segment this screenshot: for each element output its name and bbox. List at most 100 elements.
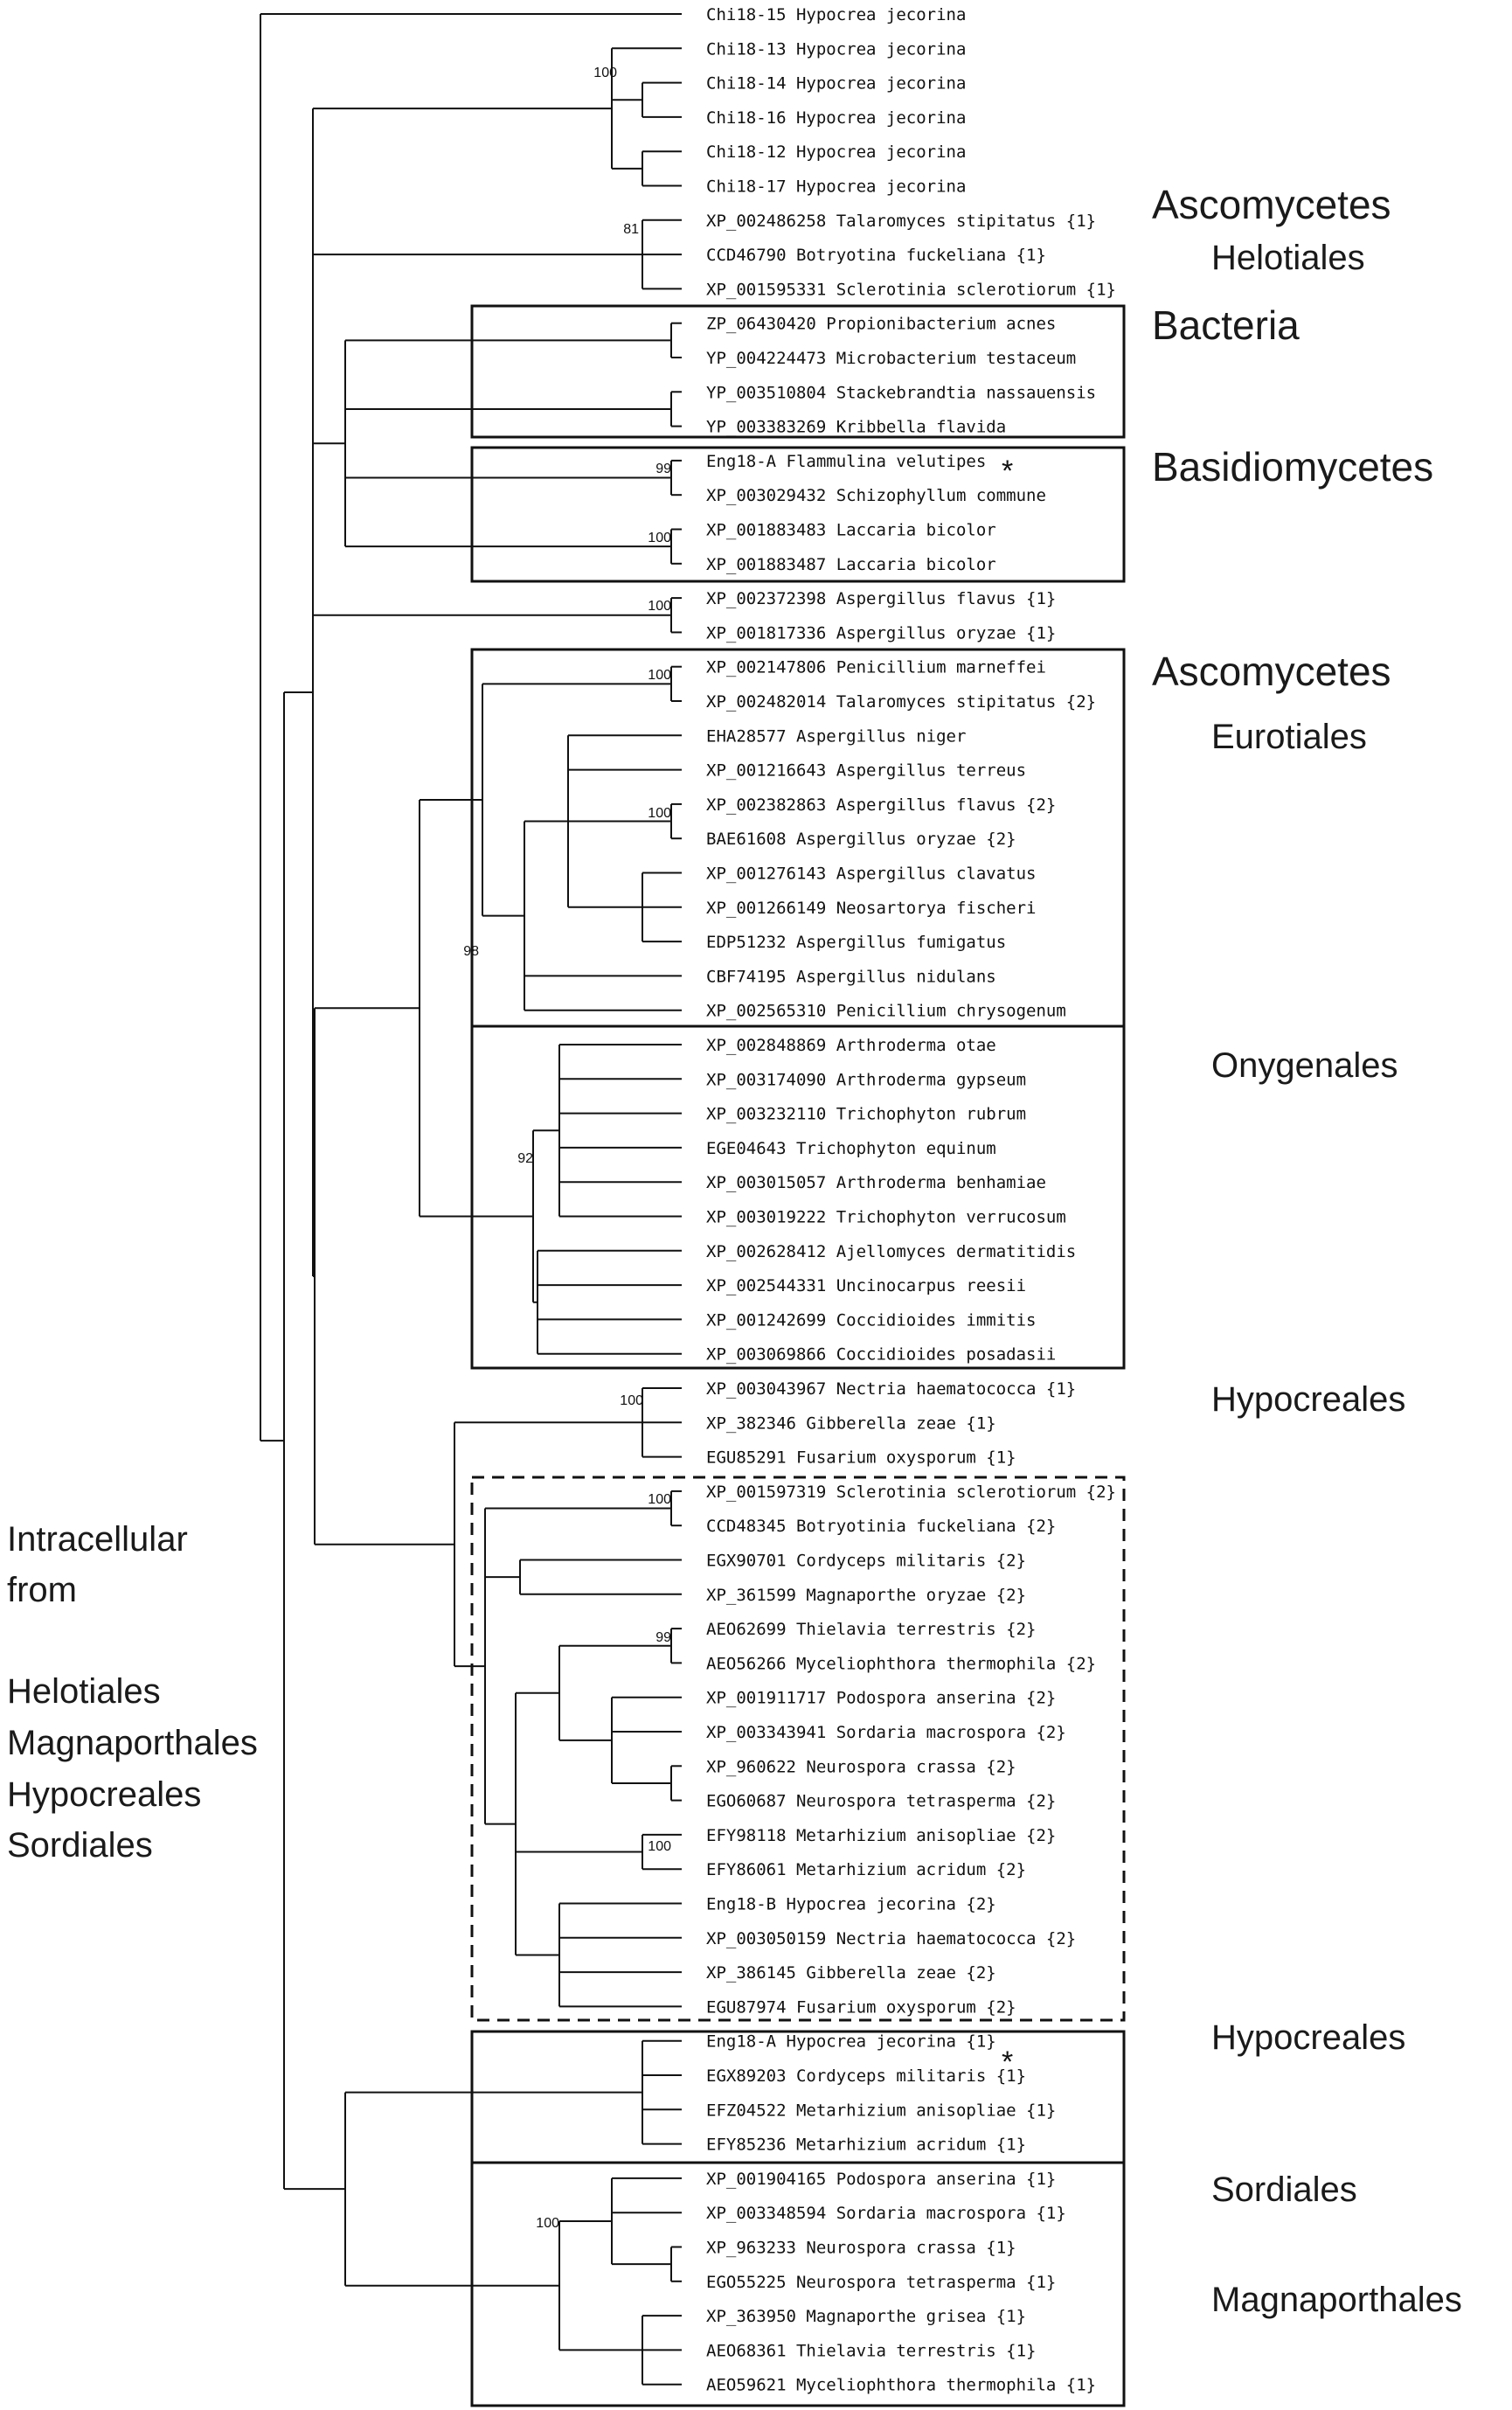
leaf-label: Eng18-A Flammulina velutipes [706, 452, 986, 471]
leaf-label: Eng18-B Hypocrea jecorina {2} [706, 1895, 996, 1914]
group-label-magnaporthales: Magnaporthales [1211, 2281, 1462, 2319]
leaf-label: CCD46790 Botryotina fuckeliana {1} [706, 246, 1046, 265]
leaf-label: YP_003383269 Kribbella flavida [706, 418, 1006, 437]
leaf-label: XP_002544331 Uncinocarpus reesii [706, 1276, 1026, 1295]
leaf-label: XP_003050159 Nectria haematococca {2} [706, 1929, 1076, 1948]
leaf-label: XP_001817336 Aspergillus oryzae {1} [706, 623, 1056, 642]
bootstrap-label: 100 [648, 1839, 671, 1854]
leaf-label: XP_002482014 Talaromyces stipitatus {2} [706, 692, 1096, 712]
bootstrap-label: 81 [623, 222, 639, 237]
leaf-label: XP_003343941 Sordaria macrospora {2} [706, 1723, 1066, 1742]
leaf-label: AEO68361 Thielavia terrestris {1} [706, 2341, 1037, 2360]
asterisks: * * [1002, 455, 1013, 2079]
bootstrap-label: 100 [648, 599, 671, 614]
leaf-label: EGU87974 Fusarium oxysporum {2} [706, 1997, 1016, 2017]
leaf-label: XP_361599 Magnaporthe oryzae {2} [706, 1586, 1026, 1605]
leaf-label: XP_002147806 Penicillium marneffei [706, 658, 1046, 677]
leaf-label: Chi18-16 Hypocrea jecorina [706, 108, 966, 128]
leaf-label: AEO56266 Myceliophthora thermophila {2} [706, 1654, 1096, 1673]
group-label-helotiales: Helotiales [1211, 239, 1365, 277]
leaf-label: XP_002565310 Penicillium chrysogenum [706, 1002, 1066, 1021]
onygenales-box [470, 1024, 1126, 1370]
leaf-label: CCD48345 Botryotinia fuckeliana {2} [706, 1517, 1056, 1536]
sordiales-magnaporthales-box [470, 2161, 1126, 2407]
leaf-label: XP_003174090 Arthroderma gypseum [706, 1070, 1026, 1089]
leaf-label: XP_003029432 Schizophyllum commune [706, 486, 1046, 505]
bootstrap-values: 100 81 99 100 100 100 100 98 92 100 100 … [463, 66, 671, 2231]
leaf-label: YP_003510804 Stackebrandtia nassauensis [706, 383, 1096, 402]
asterisk-marker: * [1002, 2045, 1013, 2079]
leaf-label: XP_001883487 Laccaria bicolor [706, 555, 996, 574]
clade-boxes [470, 304, 1126, 2407]
leaf-label: XP_382346 Gibberella zeae {1} [706, 1413, 996, 1433]
bootstrap-label: 99 [655, 1630, 671, 1645]
leaf-label: XP_960622 Neurospora crassa {2} [706, 1757, 1016, 1776]
leaf-label: XP_002628412 Ajellomyces dermatitidis [706, 1242, 1076, 1261]
group-label-bacteria: Bacteria [1152, 302, 1300, 348]
bootstrap-label: 100 [648, 1492, 671, 1507]
leaf-label: XP_001904165 Podospora anserina {1} [706, 2170, 1056, 2189]
side-note-line: Hypocreales [7, 1775, 201, 1814]
group-label-onygenales: Onygenales [1211, 1046, 1398, 1085]
leaf-label: XP_963233 Neurospora crassa {1} [706, 2239, 1016, 2258]
leaf-label: XP_003015057 Arthroderma benhamiae [706, 1173, 1046, 1192]
leaf-label: EGO60687 Neurospora tetrasperma {2} [706, 1792, 1056, 1811]
leaf-labels: Chi18-15 Hypocrea jecorina Chi18-13 Hypoc… [706, 5, 1116, 2395]
leaf-label: EGX89203 Cordyceps militaris {1} [706, 2066, 1026, 2086]
leaf-label: Chi18-12 Hypocrea jecorina [706, 142, 966, 162]
leaf-label: Chi18-17 Hypocrea jecorina [706, 177, 966, 197]
leaf-label: XP_003019222 Trichophyton verrucosum [706, 1208, 1066, 1227]
leaf-label: BAE61608 Aspergillus oryzae {2} [706, 830, 1016, 849]
leaf-label: Chi18-14 Hypocrea jecorina [706, 74, 966, 94]
leaf-label: Chi18-15 Hypocrea jecorina [706, 5, 966, 24]
leaf-label: XP_001242699 Coccidioides immitis [706, 1310, 1037, 1330]
leaf-label: AEO62699 Thielavia terrestris {2} [706, 1620, 1037, 1639]
leaf-label: XP_001216643 Aspergillus terreus [706, 761, 1026, 781]
leaf-label: XP_003043967 Nectria haematococca {1} [706, 1379, 1076, 1399]
leaf-label: EFY86061 Metarhizium acridum {2} [706, 1860, 1026, 1879]
leaf-label: XP_001276143 Aspergillus clavatus [706, 865, 1037, 884]
bootstrap-label: 100 [648, 806, 671, 821]
side-note-line: from [7, 1571, 77, 1609]
leaf-label: Eng18-A Hypocrea jecorina {1} [706, 2032, 996, 2052]
asterisk-marker: * [1002, 455, 1013, 488]
leaf-label: EGU85291 Fusarium oxysporum {1} [706, 1448, 1016, 1468]
leaf-label: Chi18-13 Hypocrea jecorina [706, 39, 966, 59]
group-label-hypocreales-2: Hypocreales [1211, 2018, 1405, 2057]
side-note: Intracellular from Helotiales Magnaporth… [7, 1520, 258, 1865]
bootstrap-label: 99 [655, 462, 671, 476]
leaf-label: XP_002382863 Aspergillus flavus {2} [706, 795, 1056, 815]
bootstrap-label: 92 [517, 1151, 533, 1166]
leaf-label: XP_001266149 Neosartorya fischeri [706, 899, 1037, 918]
bootstrap-label: 100 [593, 66, 617, 80]
tree-branches [260, 13, 682, 2386]
leaf-label: EGO55225 Neurospora tetrasperma {1} [706, 2273, 1056, 2292]
leaf-label: YP_004224473 Microbacterium testaceum [706, 349, 1076, 368]
leaf-label: CBF74195 Aspergillus nidulans [706, 967, 996, 986]
leaf-label: XP_003348594 Sordaria macrospora {1} [706, 2204, 1066, 2223]
group-labels: Ascomycetes Helotiales Bacteria Basidiom… [1152, 182, 1462, 2319]
basidiomycetes-box [470, 446, 1126, 583]
leaf-label: XP_386145 Gibberella zeae {2} [706, 1963, 996, 1983]
leaf-label: XP_001595331 Sclerotinia sclerotiorum {1… [706, 280, 1116, 299]
leaf-label: ZP_06430420 Propionibacterium acnes [706, 315, 1056, 334]
leaf-label: EGE04643 Trichophyton equinum [706, 1139, 996, 1158]
leaf-label: EFZ04522 Metarhizium anisopliae {1} [706, 2101, 1056, 2120]
side-note-line: Helotiales [7, 1672, 161, 1711]
leaf-label: EDP51232 Aspergillus fumigatus [706, 933, 1006, 952]
bootstrap-label: 100 [620, 1393, 643, 1408]
leaf-label: XP_003232110 Trichophyton rubrum [706, 1105, 1026, 1124]
leaf-label: XP_001883483 Laccaria bicolor [706, 521, 996, 540]
leaf-label: EFY98118 Metarhizium anisopliae {2} [706, 1826, 1056, 1845]
side-note-line: Magnaporthales [7, 1724, 258, 1762]
group-label-sordiales: Sordiales [1211, 2170, 1357, 2209]
bootstrap-label: 100 [648, 531, 671, 545]
leaf-label: XP_002372398 Aspergillus flavus {1} [706, 589, 1056, 608]
side-note-line: Intracellular [7, 1520, 188, 1559]
group-label-ascomycetes: Ascomycetes [1152, 182, 1391, 227]
group-label-ascomycetes-2: Ascomycetes [1152, 649, 1391, 694]
intracellular-dashed-box [470, 1476, 1126, 2022]
leaf-label: XP_003069866 Coccidioides posadasii [706, 1345, 1056, 1365]
